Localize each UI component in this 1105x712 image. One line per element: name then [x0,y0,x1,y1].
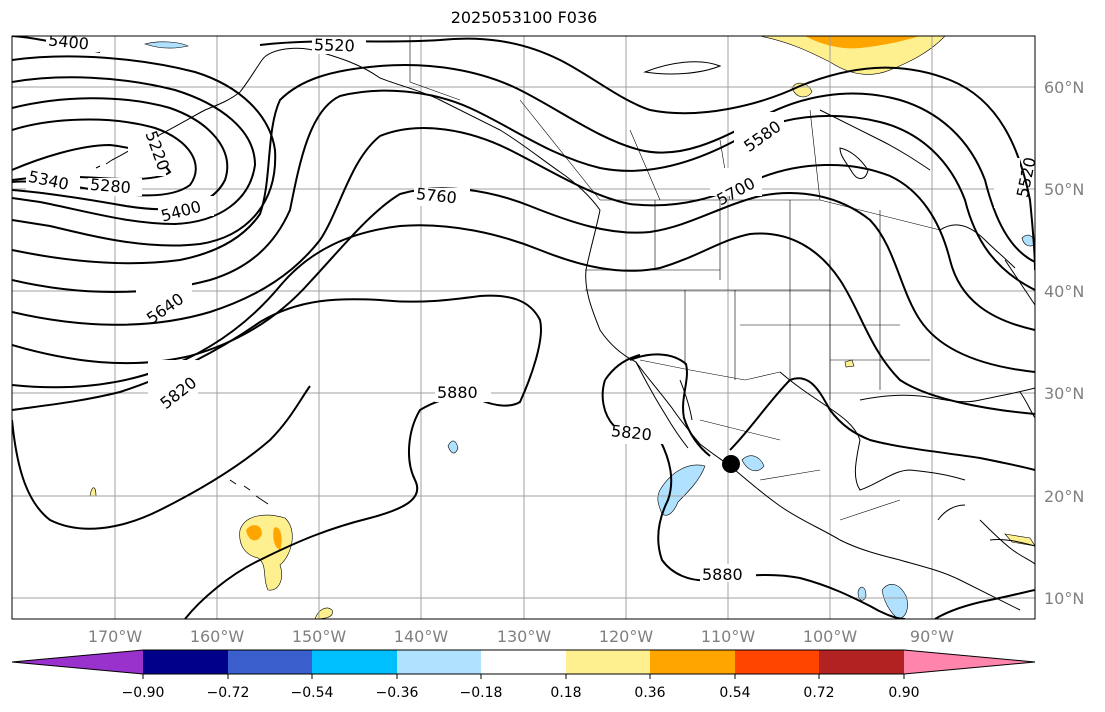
lon-label-100w: 100°W [803,627,858,646]
contour-label-5880-west: 5880 [437,383,478,402]
colorbar-segment [735,650,819,674]
lon-label-170w: 170°W [88,627,143,646]
positive-anomaly-gulf [844,359,855,368]
colorbar-tick-label: −0.36 [376,685,419,701]
yucatan [937,504,966,521]
lat-label-10n: 10°N [1044,589,1084,608]
lon-label-160w: 160°W [190,627,245,646]
map-title: 2025053100 F036 [450,8,598,27]
contour-label-5520-top: 5520 [314,35,355,55]
cuba [989,539,1035,547]
alaska-canada-border [409,36,461,101]
contour-label-5820-mexico: 5820 [610,421,652,444]
colorbar-tick-label: 0.90 [888,685,919,701]
colorbar-tick-label: −0.72 [207,685,250,701]
colorbar-extend-high [904,650,1035,674]
lat-label-20n: 20°N [1044,487,1084,506]
lon-label-120w: 120°W [599,627,654,646]
colorbar-segment [397,650,481,674]
colorbar-extend-low [12,650,143,674]
colorbar-tick-label: −0.54 [291,685,334,701]
contour-label-5400-north: 5400 [47,30,89,53]
colorbar-segment [650,650,735,674]
great-lakes [939,224,1016,269]
central-america [979,519,1035,565]
colorbar-ticks [142,674,905,679]
lon-label-110w: 110°W [701,627,756,646]
lon-label-130w: 130°W [497,627,552,646]
contour-5520 [259,37,1035,271]
lat-label-30n: 30°N [1044,384,1084,403]
contour-5880-west [12,385,311,530]
colorbar-segment [481,650,566,674]
canada-provinces [519,99,821,201]
contour-labels: 5400 5520 5220 5340 5280 5400 5760 5640 … [26,30,1040,584]
colorbar-segment [312,650,397,674]
contour-5340 [12,97,229,211]
lon-label-140w: 140°W [394,627,449,646]
contour-5880-mexico [729,377,1035,471]
longitude-labels: 170°W 160°W 150°W 140°W 130°W 120°W 110°… [88,627,954,646]
negative-anomaly-east [1021,234,1035,247]
positive-anomaly-caribbean [1004,533,1035,547]
lat-label-40n: 40°N [1044,282,1084,301]
contour-5460 [12,55,277,247]
positive-anomaly-canada-core [805,36,920,49]
contour-label-5760: 5760 [415,184,457,207]
negative-anomaly-mexico-east [741,455,765,472]
colorbar-tick-label: −0.90 [122,685,165,701]
colorbar-tick-label: 0.54 [719,685,750,701]
us-mexico-border [639,359,781,381]
contour-5760 [12,224,1035,415]
colorbar-segment [228,650,312,674]
mexico-states [699,419,901,521]
aleutians [95,159,113,169]
positive-anomaly-pacific-core-2 [273,527,282,550]
lat-label-60n: 60°N [1044,78,1084,97]
contour-5880-south [934,589,1035,619]
anomaly-shading [89,36,1035,619]
colorbar-tick-label: 0.72 [803,685,834,701]
contour-label-5280: 5280 [89,175,131,197]
positive-anomaly-pacific-core [246,525,262,541]
colorbar-segments [12,650,1035,674]
negative-anomaly-hawaii [447,440,459,454]
contour-label-5520-east: 5520 [1013,155,1040,199]
gulf-coast [779,371,966,491]
contour-5520-inner [12,64,1035,265]
positive-anomaly-canada [759,36,946,75]
contour-5640 [12,127,1035,331]
map-area: 5400 5520 5220 5340 5280 5400 5760 5640 … [12,30,1040,619]
hudson-bay [819,109,931,171]
contour-5580 [12,89,1035,293]
baja-california [635,361,693,449]
contour-5400-west [12,76,257,226]
colorbar: −0.90 −0.72 −0.54 −0.36 −0.18 0.18 0.36 … [11,649,1036,701]
contour-5820-west [12,294,542,619]
florida [1019,391,1035,419]
hawaii [229,479,269,505]
colorbar-segment [819,650,904,674]
latitude-labels: 60°N 50°N 40°N 30°N 20°N 10°N [1044,78,1084,608]
colorbar-segment [566,650,650,674]
contour-label-5880-south: 5880 [702,565,743,584]
colorbar-tick-label: −0.18 [460,685,503,701]
colorbar-segment [143,650,228,674]
lat-label-50n: 50°N [1044,180,1084,199]
map-frame [11,35,1036,620]
colorbar-tick-label: 0.36 [634,685,665,701]
negative-anomaly-mexico-west [657,464,706,516]
mexico-pacific-coast [729,465,1021,611]
location-marker [722,455,740,473]
colorbar-tick-label: 0.18 [550,685,581,701]
arctic-islands [643,61,722,75]
arctic-island-2 [839,147,869,179]
lon-label-90w: 90°W [910,627,954,646]
negative-anomaly-arctic [143,41,189,49]
colorbar-tick-labels: −0.90 −0.72 −0.54 −0.36 −0.18 0.18 0.36 … [122,685,920,701]
negative-anomaly-south-2 [881,584,908,619]
contour-5820-coast [629,353,711,457]
lon-label-150w: 150°W [292,627,347,646]
